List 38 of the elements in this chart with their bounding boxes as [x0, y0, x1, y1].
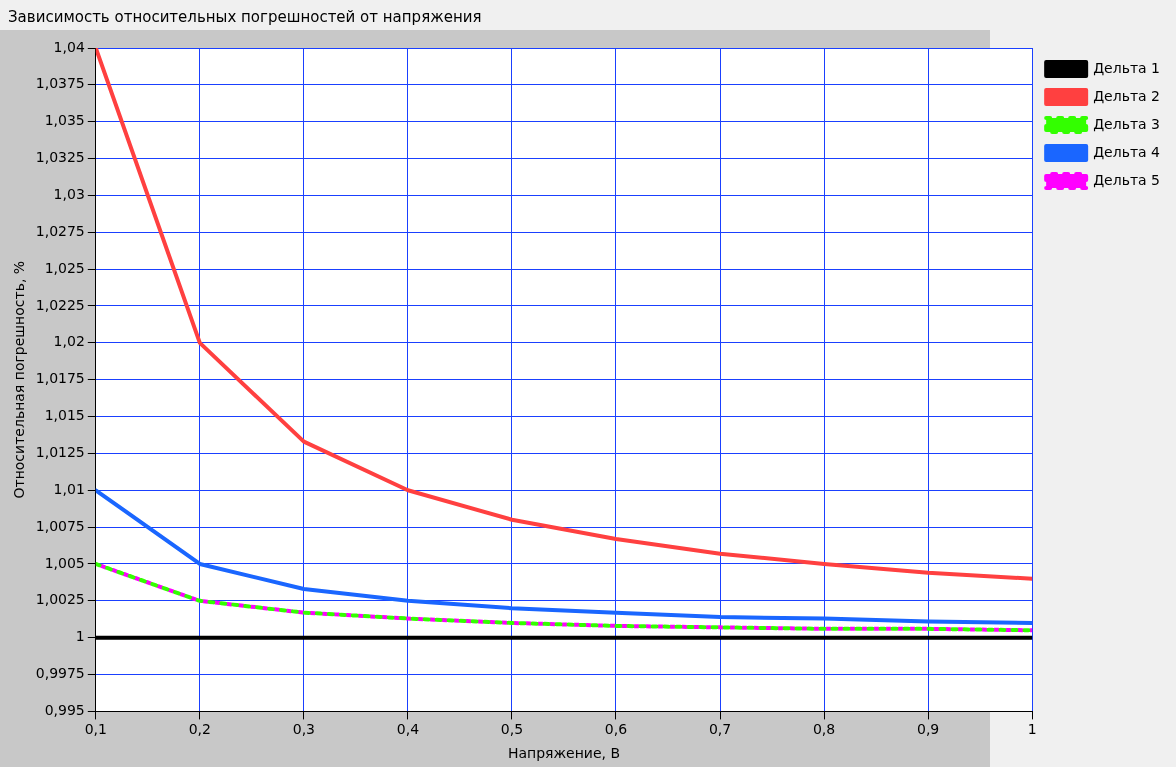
legend-label: Дельта 5 [1093, 171, 1160, 188]
y-axis-title: Относительная погрешность, % [11, 260, 28, 499]
x-tick-label: 1 [1027, 721, 1037, 738]
y-tick-label: 1,035 [44, 112, 85, 129]
x-tick-label: 0,9 [916, 721, 940, 738]
x-axis-title: Напряжение, В [507, 745, 621, 762]
y-tick-label: 0,9975 [35, 665, 85, 682]
y-tick-label: 1,025 [44, 259, 85, 276]
legend-label: Дельта 1 [1093, 59, 1160, 76]
x-tick-label: 0,5 [500, 721, 524, 738]
legend-label: Дельта 4 [1093, 143, 1161, 160]
x-tick-label: 0,6 [604, 721, 628, 738]
y-tick-label: 1,015 [44, 407, 85, 424]
legend-label: Дельта 2 [1093, 87, 1160, 104]
y-tick-label: 1,005 [44, 554, 85, 571]
y-tick-label: 1,0325 [35, 149, 85, 166]
y-tick-label: 1,02 [53, 333, 85, 350]
y-tick-label: 1,03 [53, 186, 85, 203]
y-tick-label: 1,0025 [35, 591, 85, 608]
x-tick-label: 0,4 [396, 721, 420, 738]
y-tick-label: 1,0125 [35, 444, 85, 461]
y-tick-label: 1,01 [53, 480, 85, 497]
y-tick-label: 1,04 [53, 38, 85, 55]
y-tick-label: 1,0225 [35, 296, 85, 313]
y-tick-label: 0,995 [44, 702, 85, 719]
y-tick-label: 1,0175 [35, 370, 85, 387]
x-tick-label: 0,8 [812, 721, 836, 738]
line-series [95, 561, 1033, 633]
y-tick-label: 1,0375 [35, 75, 85, 92]
x-tick-label: 0,2 [188, 721, 211, 738]
x-tick-label: 0,7 [708, 721, 732, 738]
y-tick-label: 1,0275 [35, 222, 85, 239]
chart-title: Зависимость относительных погрешностей от напряжения [8, 8, 482, 26]
x-tick-label: 0,3 [292, 721, 315, 738]
y-tick-label: 1,0075 [35, 517, 85, 534]
y-tick-label: 1 [75, 628, 85, 645]
legend-label: Дельта 3 [1093, 115, 1160, 132]
x-tick-label: 0,1 [84, 721, 107, 738]
